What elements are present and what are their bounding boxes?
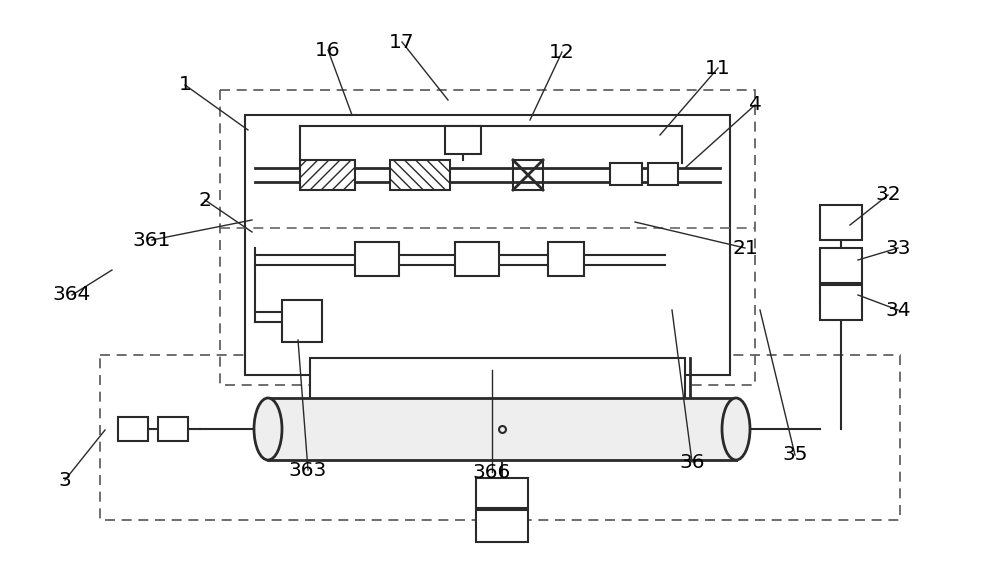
Text: 366: 366 (473, 462, 511, 481)
Bar (355, 242, 399, 276)
Bar (118, 417, 148, 441)
Text: 34: 34 (885, 301, 911, 320)
Bar (476, 510, 528, 542)
Text: 16: 16 (315, 40, 341, 59)
Bar (220, 90, 755, 385)
Bar (310, 358, 685, 416)
Text: 3: 3 (59, 470, 71, 489)
Text: 4: 4 (749, 95, 761, 114)
Bar (820, 285, 862, 320)
Bar (100, 355, 900, 520)
Bar (610, 163, 642, 185)
Bar (445, 126, 481, 154)
Text: 12: 12 (549, 43, 575, 62)
Bar (390, 160, 450, 190)
Text: 2: 2 (199, 190, 211, 209)
Text: 1: 1 (179, 75, 191, 94)
Bar (476, 478, 528, 508)
Ellipse shape (722, 398, 750, 460)
Bar (158, 417, 188, 441)
Bar (820, 205, 862, 240)
Bar (245, 115, 730, 375)
Text: 32: 32 (875, 186, 901, 205)
Text: 21: 21 (732, 239, 758, 258)
Bar (548, 242, 584, 276)
Bar (648, 163, 678, 185)
Text: 361: 361 (133, 231, 171, 250)
Text: 35: 35 (782, 446, 808, 465)
Text: 33: 33 (885, 239, 911, 258)
Text: 11: 11 (705, 59, 731, 78)
Bar (820, 248, 862, 283)
Bar (513, 160, 543, 190)
Bar (300, 160, 355, 190)
Ellipse shape (254, 398, 282, 460)
Bar (268, 398, 736, 460)
Bar (282, 300, 322, 342)
Text: 363: 363 (289, 461, 327, 480)
Text: 364: 364 (53, 286, 91, 305)
Text: 17: 17 (389, 33, 415, 52)
Text: 36: 36 (679, 453, 705, 472)
Bar (455, 242, 499, 276)
